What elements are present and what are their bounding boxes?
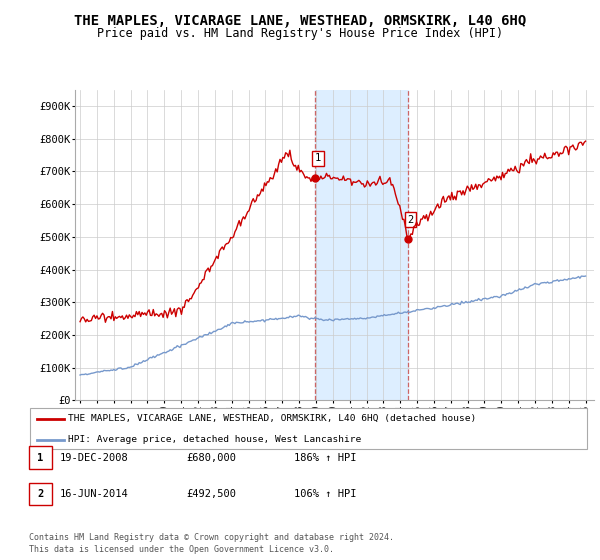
- Text: Price paid vs. HM Land Registry's House Price Index (HPI): Price paid vs. HM Land Registry's House …: [97, 27, 503, 40]
- Text: 19-DEC-2008: 19-DEC-2008: [60, 452, 129, 463]
- Bar: [315, 90, 408, 400]
- Text: 2: 2: [407, 214, 413, 225]
- Text: This data is licensed under the Open Government Licence v3.0.: This data is licensed under the Open Gov…: [29, 545, 334, 554]
- Text: THE MAPLES, VICARAGE LANE, WESTHEAD, ORMSKIRK, L40 6HQ (detached house): THE MAPLES, VICARAGE LANE, WESTHEAD, ORM…: [68, 414, 476, 423]
- Text: £492,500: £492,500: [186, 489, 236, 499]
- Text: THE MAPLES, VICARAGE LANE, WESTHEAD, ORMSKIRK, L40 6HQ: THE MAPLES, VICARAGE LANE, WESTHEAD, ORM…: [74, 14, 526, 28]
- Text: 186% ↑ HPI: 186% ↑ HPI: [294, 452, 356, 463]
- Text: HPI: Average price, detached house, West Lancashire: HPI: Average price, detached house, West…: [68, 435, 361, 444]
- Text: 2: 2: [37, 489, 43, 499]
- Text: 1: 1: [314, 153, 321, 164]
- Text: 16-JUN-2014: 16-JUN-2014: [60, 489, 129, 499]
- Text: £680,000: £680,000: [186, 452, 236, 463]
- Text: Contains HM Land Registry data © Crown copyright and database right 2024.: Contains HM Land Registry data © Crown c…: [29, 533, 394, 542]
- FancyBboxPatch shape: [30, 408, 587, 449]
- Text: 1: 1: [37, 452, 43, 463]
- Text: 106% ↑ HPI: 106% ↑ HPI: [294, 489, 356, 499]
